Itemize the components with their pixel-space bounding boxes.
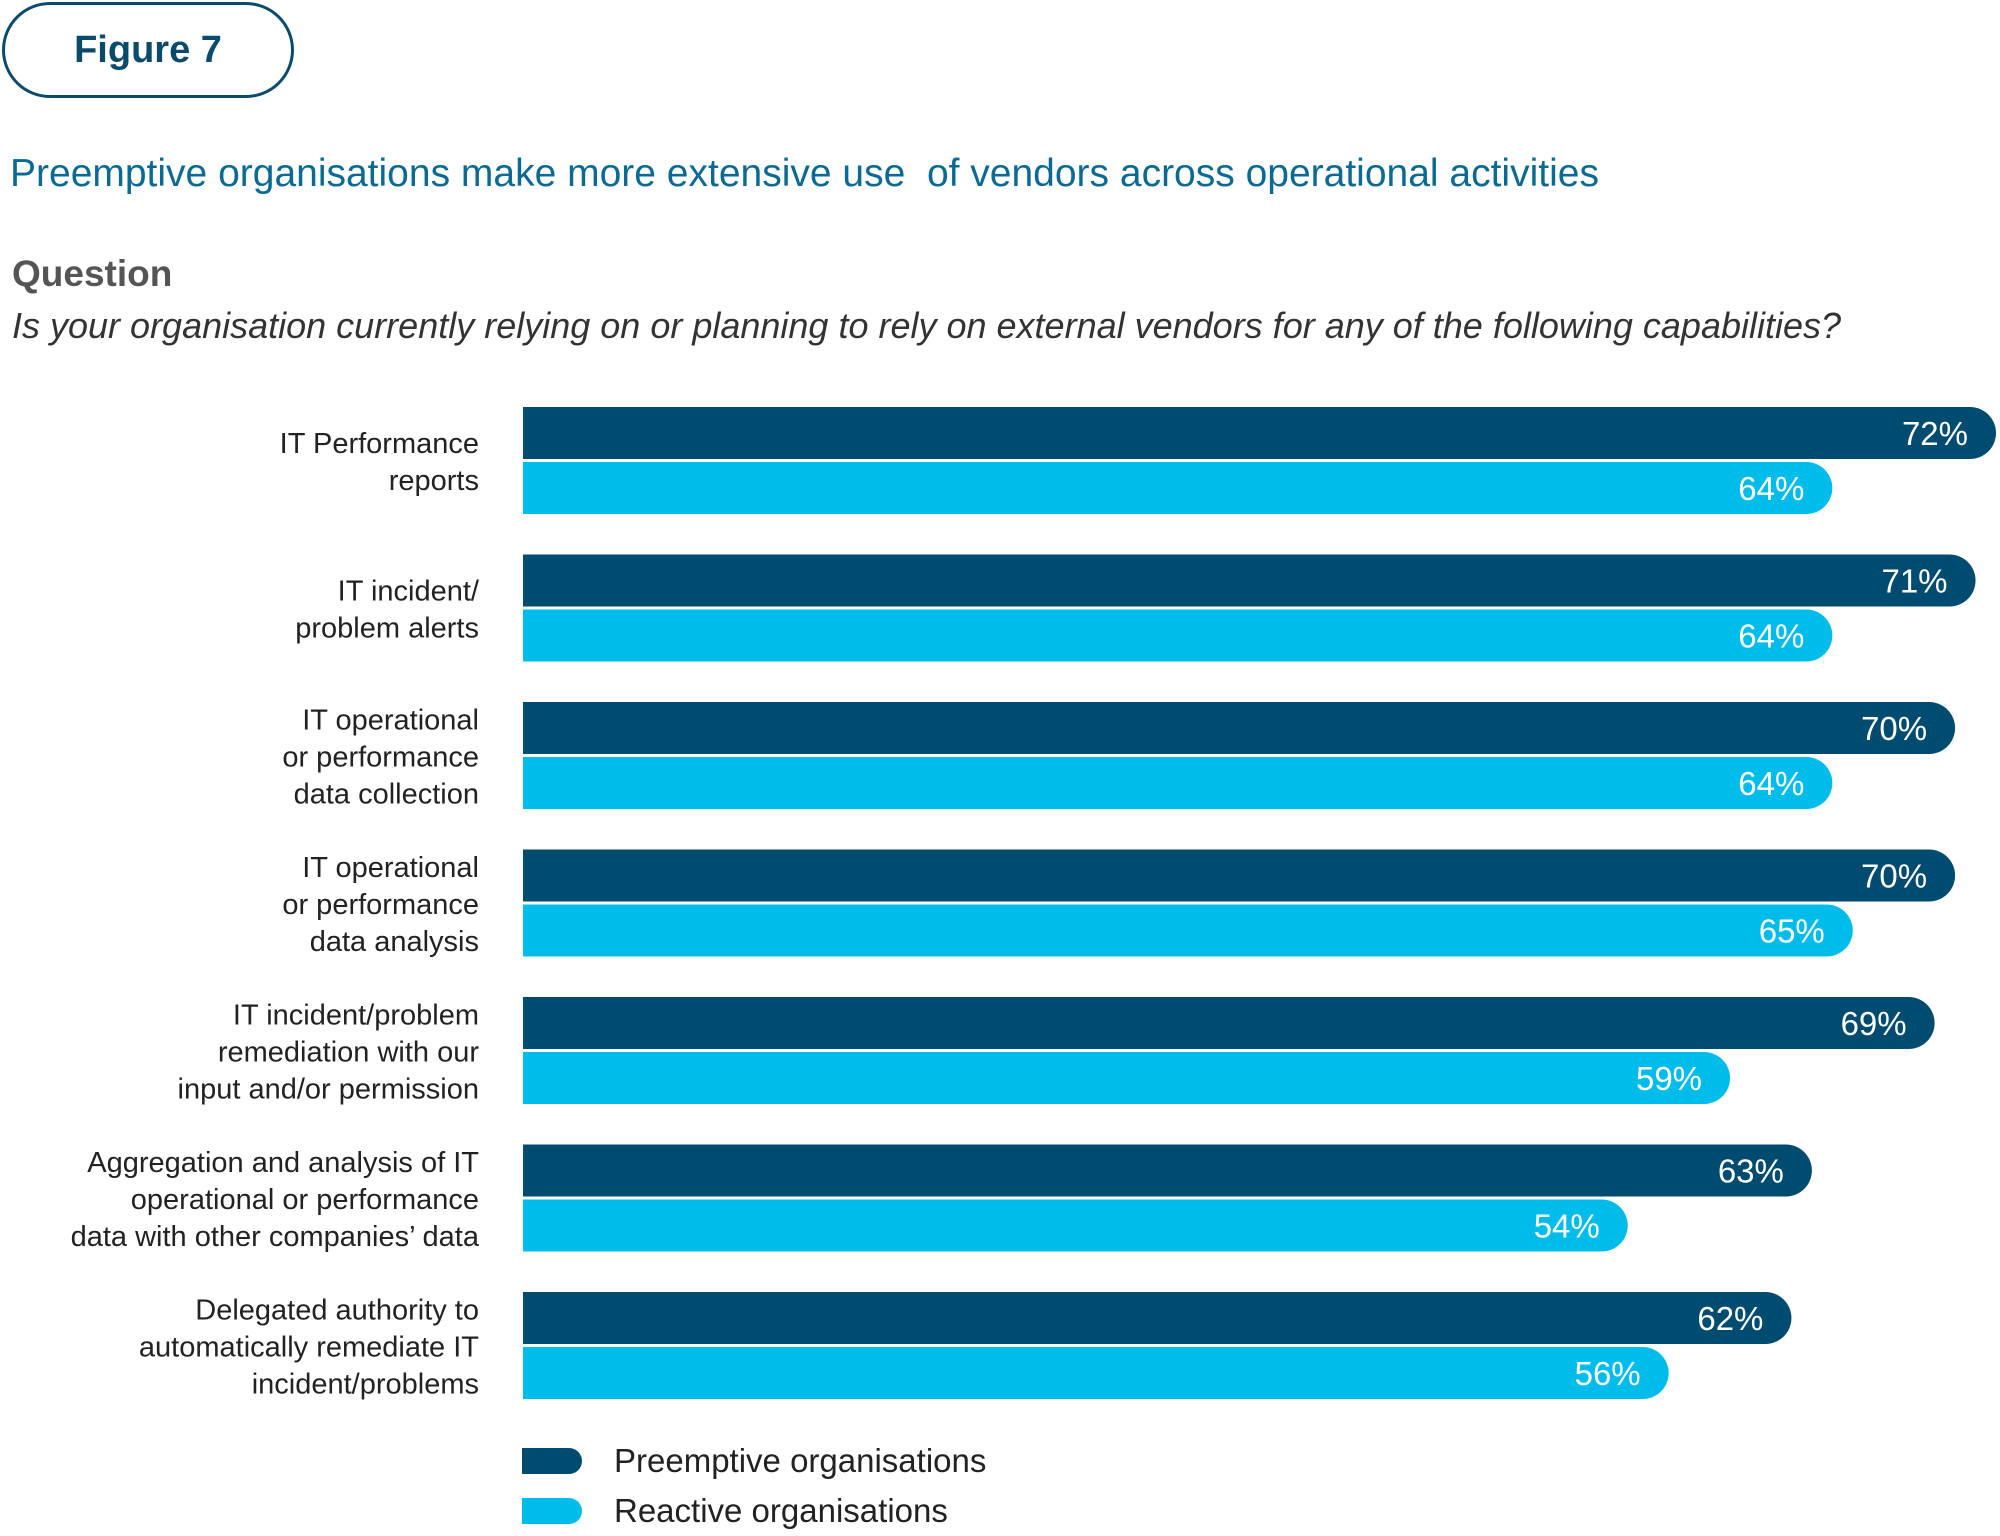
data-label-preemptive-5: 63% <box>1718 1153 1784 1190</box>
data-label-preemptive-6: 62% <box>1697 1300 1763 1337</box>
category-label-line: remediation with our <box>218 1037 479 1069</box>
category-label-line: IT operational <box>302 705 479 737</box>
category-label-line: or performance <box>282 889 479 921</box>
category-label-4: IT incident/problem remediation with our i… <box>178 1000 480 1106</box>
chart-legend: Preemptive organisations Reactive organi… <box>522 1436 986 1536</box>
bar-preemptive-5 <box>523 1144 1812 1197</box>
category-label-line: automatically remediate IT <box>139 1332 479 1364</box>
category-label-2: IT operational or performance data collect… <box>282 705 479 811</box>
category-label-3: IT operational or performance data analysi… <box>282 852 479 958</box>
data-label-reactive-0: 64% <box>1738 470 1804 507</box>
data-label-preemptive-1: 71% <box>1881 563 1947 600</box>
data-label-reactive-2: 64% <box>1738 765 1804 802</box>
question-text: Is your organisation currently relying o… <box>12 305 1842 346</box>
bar-preemptive-4 <box>523 997 1935 1049</box>
bar-reactive-3 <box>523 904 1853 957</box>
data-label-reactive-4: 59% <box>1636 1060 1702 1097</box>
category-label-line: reports <box>389 465 479 497</box>
legend-item-preemptive: Preemptive organisations <box>522 1436 986 1486</box>
legend-label-preemptive: Preemptive organisations <box>614 1442 987 1479</box>
category-label-line: Aggregation and analysis of IT <box>87 1147 479 1179</box>
category-label-line: IT operational <box>302 852 479 884</box>
bar-reactive-1 <box>523 609 1833 662</box>
bar-preemptive-2 <box>523 702 1956 754</box>
category-label-line: IT incident/ <box>338 576 480 608</box>
data-label-reactive-5: 54% <box>1534 1208 1600 1245</box>
bar-preemptive-3 <box>523 849 1956 902</box>
bar-reactive-0 <box>523 462 1833 514</box>
category-label-line: operational or performance <box>131 1184 479 1216</box>
category-label-line: IT incident/problem <box>233 1000 479 1032</box>
legend-item-reactive: Reactive organisations <box>522 1486 986 1536</box>
bar-reactive-2 <box>523 757 1833 809</box>
category-label-0: IT Performance reports <box>280 428 479 497</box>
category-label-line: data analysis <box>310 926 479 958</box>
category-label-line: input and/or permission <box>178 1074 479 1106</box>
category-label-line: incident/problems <box>252 1369 479 1401</box>
figure-label-badge: Figure 7 <box>2 2 294 98</box>
data-label-reactive-3: 65% <box>1759 913 1825 950</box>
category-label-1: IT incident/problem alerts <box>295 576 480 645</box>
category-label-6: Delegated authority to automatically reme… <box>139 1295 479 1401</box>
bar-preemptive-0 <box>523 407 1996 459</box>
category-label-line: IT Performance <box>280 428 479 460</box>
bar-reactive-6 <box>523 1347 1669 1399</box>
category-label-line: problem alerts <box>295 613 479 645</box>
legend-label-reactive: Reactive organisations <box>614 1492 948 1529</box>
question-label: Question <box>12 253 173 294</box>
legend-swatch-preemptive <box>522 1448 582 1474</box>
bar-reactive-4 <box>523 1052 1731 1104</box>
bar-preemptive-6 <box>523 1292 1792 1344</box>
category-label-line: data with other companies’ data <box>71 1221 480 1253</box>
bar-preemptive-1 <box>523 554 1976 607</box>
data-label-preemptive-4: 69% <box>1841 1005 1907 1042</box>
figure-label: Figure 7 <box>74 28 222 71</box>
category-label-line: data collection <box>294 779 479 811</box>
data-label-preemptive-0: 72% <box>1902 415 1968 452</box>
data-label-preemptive-2: 70% <box>1861 710 1927 747</box>
data-label-reactive-6: 56% <box>1575 1355 1641 1392</box>
chart-headline: Preemptive organisations make more exten… <box>10 152 1599 195</box>
category-label-5: Aggregation and analysis of IT operationa… <box>71 1147 480 1253</box>
category-label-line: or performance <box>282 742 479 774</box>
data-label-preemptive-3: 70% <box>1861 858 1927 895</box>
bar-reactive-5 <box>523 1199 1628 1252</box>
legend-swatch-reactive <box>522 1498 582 1524</box>
data-label-reactive-1: 64% <box>1738 618 1804 655</box>
category-label-line: Delegated authority to <box>195 1295 479 1327</box>
